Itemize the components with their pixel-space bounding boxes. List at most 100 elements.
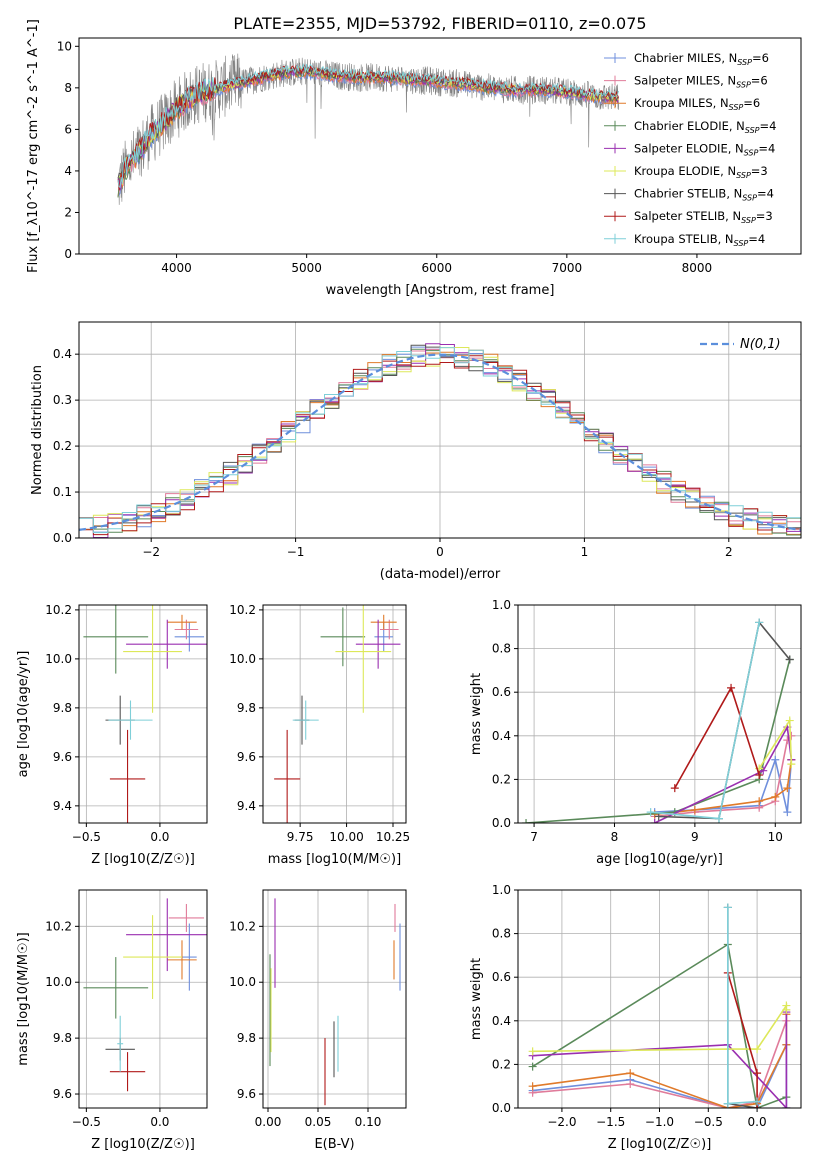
- panel-mass-vs-Z: −0.5 0.0 9.6 9.8 10.0 10.2 Z [log10(Z/Z☉)] mass…: [16, 889, 208, 1152]
- y-axis-label: mass weight: [469, 673, 484, 755]
- x-tick-label: 4000: [161, 261, 192, 275]
- weight-line-chabrier-elodie: [525, 659, 791, 823]
- weight-marker: [528, 1062, 537, 1071]
- x-tick-label: 7000: [552, 261, 583, 275]
- x-tick-label: 1: [581, 545, 589, 559]
- x-tick-label: 5000: [291, 261, 322, 275]
- y-tick-label: 6: [64, 122, 72, 136]
- plot-area-age-vs-Z: [83, 605, 207, 823]
- errorbar-point-kroupa-stelib: [117, 1015, 124, 1072]
- weight-marker: [753, 1097, 762, 1106]
- y-tick-label: 0.2: [492, 1057, 511, 1071]
- weight-line-kroupa-stelib: [727, 907, 758, 1105]
- legend-label-chabrier-miles: Chabrier MILES, NSSP=6: [634, 51, 769, 67]
- y-tick-label: 10.2: [229, 919, 256, 933]
- x-tick-label: 10.25: [376, 830, 410, 844]
- normal-curve: [79, 353, 801, 531]
- weight-line-chabrier-elodie: [532, 943, 787, 1108]
- x-axis-label: E(B-V): [314, 1137, 354, 1152]
- plot-area-age-vs-mass: [274, 605, 401, 823]
- x-tick-label: −1.0: [645, 1115, 674, 1129]
- errorbar-point-chabrier-miles: [181, 923, 197, 991]
- axes-frame: [262, 889, 407, 1109]
- x-tick-label: −0.5: [72, 1115, 101, 1129]
- weight-marker: [755, 618, 764, 627]
- x-tick-label: −0.5: [694, 1115, 723, 1129]
- y-tick-label: 10: [57, 39, 72, 53]
- x-tick-label: 0.00: [255, 1115, 282, 1129]
- plot-area-mass-vs-Z: [83, 898, 207, 1092]
- y-tick-label: 10.2: [229, 603, 256, 617]
- x-axis-label: age [log10(age/yr)]: [596, 852, 723, 867]
- weight-marker: [727, 683, 736, 692]
- y-axis-label: mass [log10(M/M☉)]: [16, 932, 31, 1065]
- plot-area-mass-vs-ebv: [269, 898, 401, 1106]
- y-tick-label: 9.6: [237, 750, 256, 764]
- errorbar-point-kroupa-elodie: [123, 915, 182, 999]
- y-tick-label: 10.0: [45, 652, 72, 666]
- y-tick-label: 0.3: [53, 393, 72, 407]
- x-tick-label: −0.5: [72, 830, 101, 844]
- y-tick-label: 0.0: [492, 1101, 511, 1115]
- weight-marker: [759, 766, 768, 775]
- x-tick-label: −2: [142, 545, 160, 559]
- plot-area-massweight-vs-Z: [528, 903, 791, 1108]
- x-tick-label: 7: [530, 830, 538, 844]
- y-tick-label: 9.8: [237, 1031, 256, 1045]
- x-tick-label: 6000: [421, 261, 452, 275]
- x-axis-label: Z [log10(Z/Z☉)]: [91, 852, 195, 867]
- plot-area-massweight-vs-age: [522, 618, 796, 823]
- errorbar-point-salpeter-stelib: [109, 1052, 146, 1092]
- x-tick-label: 0.0: [150, 1115, 169, 1129]
- y-tick-label: 9.8: [53, 701, 72, 715]
- x-tick-label: −2.0: [547, 1115, 576, 1129]
- x-axis-label: mass [log10(M/M☉)]: [268, 852, 401, 867]
- legend-label-salpeter-miles: Salpeter MILES, NSSP=6: [634, 74, 768, 90]
- errorbar-point-chabrier-elodie: [83, 605, 149, 674]
- y-axis-label: age [log10(age/yr)]: [16, 651, 31, 778]
- y-tick-label: 10.2: [45, 919, 72, 933]
- x-tick-label: −1: [287, 545, 305, 559]
- weight-line-salpeter-elodie: [654, 724, 793, 823]
- weight-marker: [654, 812, 663, 821]
- weight-marker: [771, 792, 780, 801]
- y-tick-label: 1.0: [492, 598, 511, 612]
- panel-age-vs-mass: 9.75 10.00 10.25 9.4 9.6 9.8 10.0 10.2 mass [log…: [229, 603, 410, 867]
- y-tick-label: 2: [64, 205, 72, 219]
- y-tick-label: 0: [64, 247, 72, 261]
- y-tick-label: 8: [64, 81, 72, 95]
- x-tick-label: 10.00: [329, 830, 363, 844]
- weight-marker: [670, 784, 679, 793]
- y-tick-label: 9.4: [237, 799, 256, 813]
- y-tick-label: 9.6: [53, 1087, 72, 1101]
- plot-area-spectrum: [117, 53, 620, 205]
- weight-marker: [755, 771, 764, 780]
- weight-line-kroupa-stelib: [650, 622, 760, 820]
- axes-frame: [78, 889, 208, 1109]
- y-tick-label: 9.8: [237, 701, 256, 715]
- y-tick-label: 10.0: [229, 652, 256, 666]
- x-axis-label: Z [log10(Z/Z☉)]: [91, 1137, 195, 1152]
- axes-frame: [78, 604, 208, 824]
- errorbar-point-salpeter-stelib: [274, 729, 301, 823]
- errorbar-point-salpeter-miles: [174, 619, 199, 640]
- x-tick-label: 0.0: [748, 1115, 767, 1129]
- errorbar-point-salpeter-elodie: [355, 619, 401, 669]
- weight-line-salpeter-stelib: [674, 685, 760, 789]
- legend-label-kroupa-elodie: Kroupa ELODIE, NSSP=3: [634, 164, 768, 180]
- panel-age-vs-Z: −0.5 0.0 9.4 9.6 9.8 10.0 10.2 Z [log10(Z/Z☉)] a…: [16, 603, 208, 867]
- y-tick-label: 10.2: [45, 603, 72, 617]
- weight-marker: [755, 797, 764, 806]
- weight-marker: [783, 808, 792, 817]
- y-tick-label: 0.0: [492, 816, 511, 830]
- legend-label-chabrier-stelib: Chabrier STELIB, NSSP=4: [634, 187, 774, 203]
- model-spectrum-salpeter-miles: [117, 69, 620, 197]
- model-spectrum-kroupa-stelib: [117, 63, 620, 189]
- weight-marker: [785, 716, 794, 725]
- y-tick-label: 0.1: [53, 485, 72, 499]
- y-tick-label: 0.2: [53, 439, 72, 453]
- weight-marker: [626, 1080, 635, 1089]
- x-tick-label: 0.10: [355, 1115, 382, 1129]
- x-axis-label: wavelength [Angstrom, rest frame]: [326, 283, 555, 298]
